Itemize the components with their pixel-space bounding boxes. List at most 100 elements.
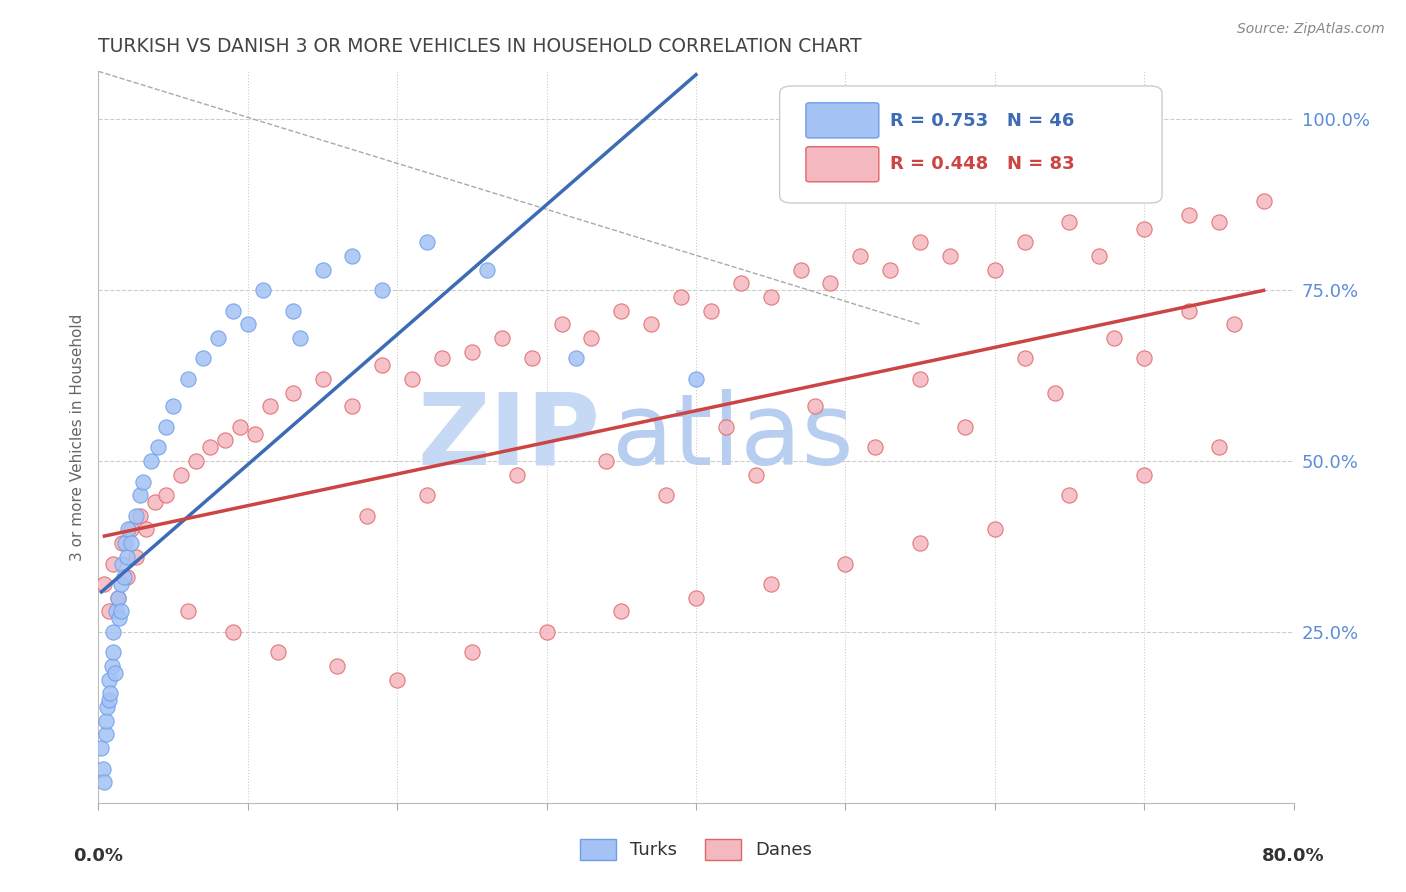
Point bbox=[1043, 385, 1066, 400]
Point bbox=[356, 508, 378, 523]
Point bbox=[1133, 467, 1156, 482]
Point bbox=[491, 331, 513, 345]
Point bbox=[1059, 215, 1081, 229]
Point bbox=[129, 508, 152, 523]
Point bbox=[103, 557, 125, 571]
Point bbox=[1178, 208, 1201, 222]
Point bbox=[610, 303, 633, 318]
Point bbox=[162, 400, 184, 414]
Point bbox=[103, 645, 125, 659]
Point bbox=[804, 400, 827, 414]
Point bbox=[430, 351, 453, 366]
Point bbox=[908, 372, 931, 386]
Point bbox=[342, 400, 364, 414]
Point bbox=[1178, 303, 1201, 318]
Text: 0.0%: 0.0% bbox=[73, 847, 124, 864]
Point bbox=[581, 331, 603, 345]
Point bbox=[984, 522, 1007, 536]
Point bbox=[1208, 440, 1230, 454]
Point bbox=[148, 440, 170, 454]
Point bbox=[865, 440, 887, 454]
Point bbox=[820, 277, 842, 291]
FancyBboxPatch shape bbox=[779, 86, 1161, 203]
Point bbox=[475, 262, 498, 277]
Point bbox=[461, 344, 484, 359]
FancyBboxPatch shape bbox=[806, 103, 879, 138]
Text: Source: ZipAtlas.com: Source: ZipAtlas.com bbox=[1237, 22, 1385, 37]
Point bbox=[759, 577, 782, 591]
Point bbox=[789, 262, 811, 277]
Point bbox=[595, 454, 617, 468]
Point bbox=[120, 536, 142, 550]
Point bbox=[214, 434, 236, 448]
Point bbox=[222, 303, 245, 318]
Point bbox=[730, 277, 752, 291]
Point bbox=[1014, 235, 1036, 250]
Point bbox=[103, 624, 125, 639]
Point bbox=[184, 454, 207, 468]
Point bbox=[416, 488, 439, 502]
Point bbox=[1133, 351, 1156, 366]
Point bbox=[908, 235, 931, 250]
Point bbox=[143, 495, 166, 509]
Point bbox=[326, 659, 349, 673]
Point bbox=[117, 522, 139, 536]
Text: atlas: atlas bbox=[613, 389, 853, 485]
Point bbox=[132, 475, 155, 489]
Point bbox=[110, 604, 132, 618]
Point bbox=[110, 577, 132, 591]
Point bbox=[97, 673, 120, 687]
Point bbox=[169, 467, 191, 482]
Legend: Turks, Danes: Turks, Danes bbox=[572, 831, 820, 867]
Point bbox=[229, 420, 252, 434]
Point bbox=[120, 522, 142, 536]
Point bbox=[207, 331, 229, 345]
Point bbox=[550, 318, 572, 332]
Point bbox=[371, 359, 394, 373]
Point bbox=[745, 467, 768, 482]
Point bbox=[759, 290, 782, 304]
Point bbox=[191, 351, 214, 366]
Point bbox=[371, 283, 394, 297]
Point bbox=[177, 372, 200, 386]
Point bbox=[111, 536, 134, 550]
Point bbox=[93, 775, 115, 789]
Point bbox=[135, 522, 157, 536]
Point bbox=[1059, 488, 1081, 502]
Point bbox=[98, 686, 122, 700]
Point bbox=[97, 604, 120, 618]
Point bbox=[655, 488, 678, 502]
Point bbox=[101, 659, 124, 673]
Y-axis label: 3 or more Vehicles in Household: 3 or more Vehicles in Household bbox=[69, 313, 84, 561]
Point bbox=[115, 570, 138, 584]
Point bbox=[281, 385, 304, 400]
Point bbox=[849, 249, 872, 263]
Point bbox=[953, 420, 976, 434]
Point bbox=[129, 488, 152, 502]
Point bbox=[506, 467, 529, 482]
Point bbox=[342, 249, 364, 263]
Point bbox=[90, 741, 112, 756]
Point bbox=[104, 665, 127, 680]
Point bbox=[94, 714, 117, 728]
Point bbox=[259, 400, 281, 414]
Point bbox=[200, 440, 222, 454]
Point bbox=[1104, 331, 1126, 345]
FancyBboxPatch shape bbox=[806, 146, 879, 182]
Point bbox=[908, 536, 931, 550]
Point bbox=[311, 262, 333, 277]
Point bbox=[1088, 249, 1111, 263]
Point bbox=[1014, 351, 1036, 366]
Point bbox=[236, 318, 259, 332]
Point bbox=[112, 570, 135, 584]
Point bbox=[281, 303, 304, 318]
Text: 80.0%: 80.0% bbox=[1263, 847, 1324, 864]
Point bbox=[401, 372, 423, 386]
Point bbox=[1223, 318, 1246, 332]
Point bbox=[93, 577, 115, 591]
Point bbox=[416, 235, 439, 250]
Point bbox=[155, 488, 177, 502]
Point bbox=[834, 557, 856, 571]
Text: TURKISH VS DANISH 3 OR MORE VEHICLES IN HOUSEHOLD CORRELATION CHART: TURKISH VS DANISH 3 OR MORE VEHICLES IN … bbox=[98, 37, 862, 56]
Point bbox=[610, 604, 633, 618]
